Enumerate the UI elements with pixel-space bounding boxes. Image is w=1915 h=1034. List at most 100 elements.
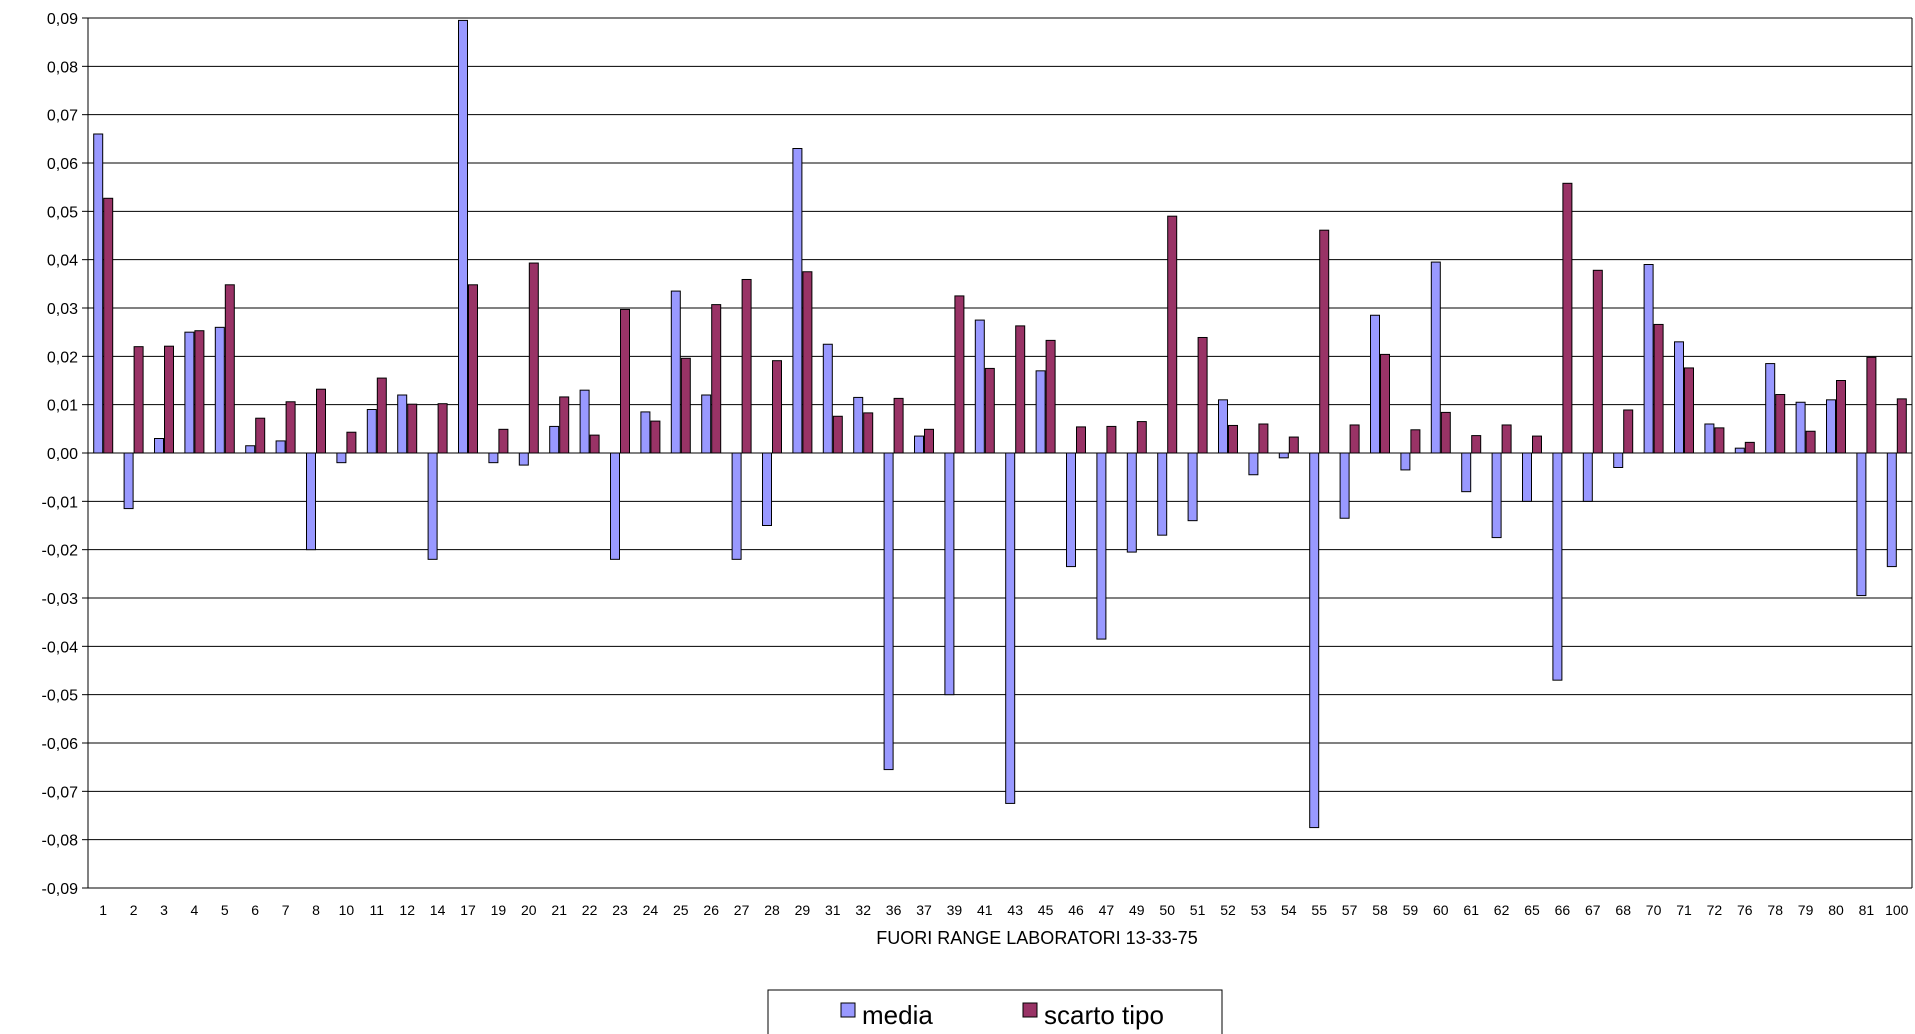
- bar-media-3: [154, 438, 164, 454]
- bar-scarto-tipo-10: [346, 431, 357, 454]
- y-tick-label: -0,08: [42, 833, 79, 850]
- bar-scarto-tipo-14: [437, 403, 448, 454]
- bar-scarto-tipo-76: [1744, 441, 1755, 454]
- bar-scarto-tipo-5: [224, 284, 235, 454]
- bar-media-41: [974, 319, 985, 454]
- bar-media-67: [1582, 452, 1593, 502]
- x-tick-label: 61: [1463, 902, 1479, 918]
- bar-scarto-tipo-41: [984, 367, 995, 454]
- bar-media-31: [822, 343, 833, 454]
- bar-scarto-tipo-51: [1197, 336, 1208, 454]
- y-tick-label: -0,09: [42, 881, 79, 898]
- bar-scarto-tipo-31: [832, 415, 843, 454]
- bar-media-100: [1886, 452, 1897, 568]
- bar-media-4: [184, 331, 195, 454]
- bar-media-11: [366, 409, 377, 454]
- x-tick-label: 32: [855, 902, 871, 918]
- y-tick-label: 0,05: [47, 204, 78, 221]
- bar-scarto-tipo-79: [1805, 430, 1816, 454]
- y-tick-label: 0,01: [47, 398, 78, 415]
- x-tick-label: 79: [1798, 902, 1814, 918]
- x-tick-label: 57: [1342, 902, 1358, 918]
- bar-media-26: [701, 394, 712, 454]
- x-tick-label: 26: [703, 902, 719, 918]
- bar-media-17: [458, 19, 468, 454]
- bar-scarto-tipo-8: [316, 388, 326, 454]
- y-tick-label: -0,02: [42, 543, 79, 560]
- x-tick-label: 11: [370, 902, 385, 918]
- bar-scarto-tipo-6: [255, 417, 266, 454]
- x-tick-label: 10: [339, 902, 355, 918]
- x-tick-label: 21: [551, 902, 567, 918]
- bar-media-1: [93, 133, 104, 454]
- bar-media-45: [1035, 370, 1046, 454]
- bar-scarto-tipo-19: [498, 428, 509, 454]
- bar-media-10: [336, 452, 347, 464]
- x-tick-label: 52: [1220, 902, 1236, 918]
- bar-media-71: [1674, 341, 1684, 454]
- bar-scarto-tipo-28: [772, 360, 782, 454]
- bar-scarto-tipo-22: [589, 434, 600, 454]
- x-tick-label: 5: [221, 902, 229, 918]
- y-tick-label: 0,02: [47, 349, 78, 366]
- bar-scarto-tipo-12: [407, 403, 418, 454]
- bar-scarto-tipo-23: [620, 308, 630, 454]
- x-tick-label: 17: [460, 902, 476, 918]
- x-tick-label: 80: [1828, 902, 1844, 918]
- y-tick-label: -0,01: [42, 494, 79, 511]
- x-tick-label: 28: [764, 902, 780, 918]
- bar-scarto-tipo-17: [468, 284, 478, 454]
- y-tick-label: -0,04: [42, 639, 79, 656]
- x-tick-label: 59: [1403, 902, 1419, 918]
- x-tick-label: 4: [191, 902, 199, 918]
- bar-scarto-tipo-67: [1592, 269, 1603, 454]
- bar-media-36: [883, 452, 894, 771]
- bar-scarto-tipo-59: [1410, 429, 1421, 454]
- x-tick-label: 49: [1129, 902, 1145, 918]
- x-tick-label: 47: [1099, 902, 1115, 918]
- bar-media-37: [914, 435, 924, 454]
- x-tick-label: 22: [582, 902, 598, 918]
- x-tick-label: 36: [886, 902, 902, 918]
- x-tick-label: 2: [130, 902, 138, 918]
- bar-media-23: [610, 452, 620, 560]
- bar-scarto-tipo-71: [1684, 367, 1694, 454]
- x-tick-label: 78: [1767, 902, 1783, 918]
- bar-scarto-tipo-39: [954, 295, 965, 454]
- x-tick-label: 71: [1676, 902, 1692, 918]
- gridlines: [82, 17, 1912, 889]
- bar-scarto-tipo-100: [1896, 398, 1907, 454]
- bar-media-20: [518, 452, 529, 466]
- bar-media-58: [1370, 314, 1380, 454]
- bar-media-53: [1248, 452, 1259, 476]
- bar-scarto-tipo-80: [1836, 380, 1846, 454]
- bar-scarto-tipo-24: [650, 420, 661, 454]
- bar-scarto-tipo-32: [863, 412, 874, 454]
- bar-media-12: [397, 394, 408, 454]
- x-tick-label: 55: [1311, 902, 1327, 918]
- legend-label-media: media: [862, 1000, 933, 1030]
- bar-media-51: [1187, 452, 1198, 522]
- bar-media-66: [1552, 452, 1563, 681]
- bar-scarto-tipo-26: [711, 304, 722, 454]
- x-tick-label: 50: [1159, 902, 1175, 918]
- x-tick-label: 76: [1737, 902, 1753, 918]
- x-tick-label: 51: [1190, 902, 1206, 918]
- y-tick-label: -0,05: [42, 688, 79, 705]
- x-tick-label: 54: [1281, 902, 1297, 918]
- bar-media-80: [1826, 399, 1836, 454]
- x-tick-label: 68: [1615, 902, 1631, 918]
- bar-media-57: [1339, 452, 1350, 519]
- x-tick-label: 31: [825, 902, 841, 918]
- bar-media-61: [1461, 452, 1472, 493]
- legend-box: [767, 989, 1223, 1034]
- bar-scarto-tipo-7: [285, 401, 296, 454]
- bar-scarto-tipo-36: [893, 397, 904, 454]
- x-tick-label: 39: [947, 902, 963, 918]
- bar-scarto-tipo-62: [1501, 424, 1512, 454]
- bar-media-52: [1218, 399, 1228, 454]
- bar-media-32: [853, 396, 864, 454]
- bar-scarto-tipo-58: [1380, 353, 1390, 454]
- x-tick-label: 20: [521, 902, 537, 918]
- x-tick-label: 19: [491, 902, 507, 918]
